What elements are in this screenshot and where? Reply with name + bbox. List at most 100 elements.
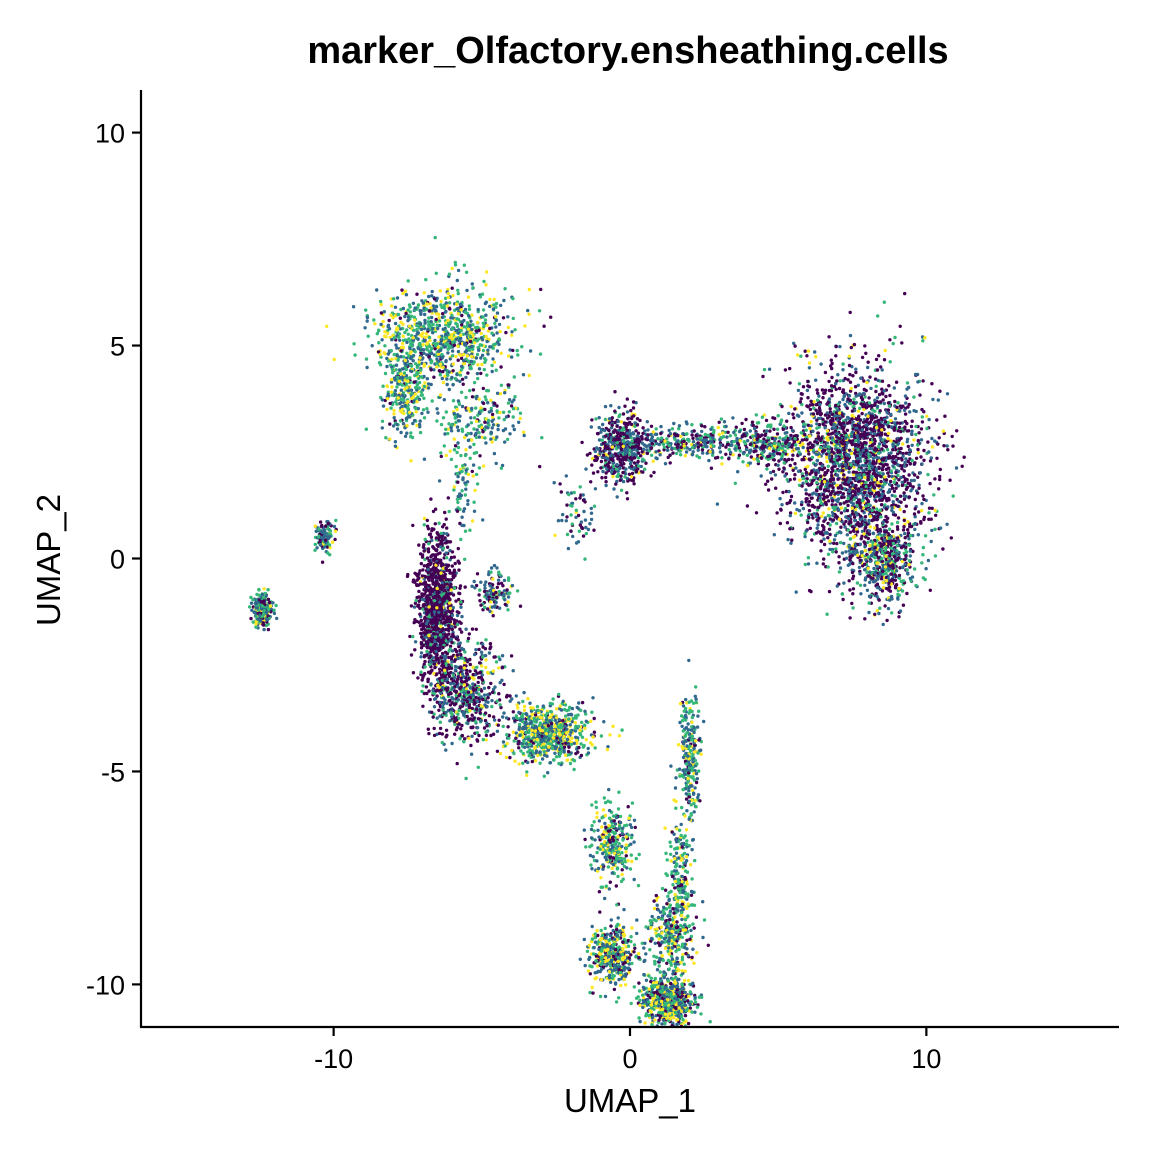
- cell-point: [888, 360, 892, 364]
- cell-point: [868, 559, 873, 563]
- cell-point: [392, 336, 396, 340]
- cell-point: [659, 424, 663, 429]
- cell-point: [818, 402, 822, 407]
- cell-point: [459, 390, 464, 394]
- cell-point: [912, 462, 917, 466]
- cell-point: [470, 469, 474, 474]
- cell-point: [590, 418, 594, 422]
- cell-point: [740, 421, 744, 426]
- cell-point: [467, 304, 471, 308]
- cell-point: [910, 575, 915, 579]
- cell-point: [912, 478, 916, 483]
- cell-point: [485, 339, 489, 344]
- cell-point: [838, 344, 842, 349]
- cell-point: [830, 417, 835, 421]
- cell-point: [425, 348, 430, 352]
- cell-point: [822, 542, 827, 547]
- cell-point: [884, 554, 888, 558]
- cell-point: [836, 477, 840, 481]
- cell-point: [364, 308, 368, 312]
- cell-point: [589, 480, 593, 484]
- cell-point: [948, 478, 952, 482]
- cell-point: [771, 469, 776, 474]
- cell-point: [466, 502, 470, 506]
- cell-point: [499, 365, 503, 369]
- cell-point: [878, 548, 882, 552]
- cell-point: [609, 470, 614, 474]
- cell-point: [737, 446, 742, 450]
- cell-point: [887, 488, 892, 492]
- cell-point: [453, 260, 457, 265]
- cell-point: [895, 421, 899, 425]
- cell-point: [873, 420, 877, 424]
- cell-point: [840, 495, 844, 500]
- cell-point: [896, 484, 901, 488]
- cell-point: [654, 427, 658, 431]
- cell-point: [808, 526, 812, 530]
- cell-point: [897, 615, 901, 619]
- cell-point: [427, 335, 432, 340]
- cell-point: [869, 386, 873, 391]
- cell-point: [826, 499, 831, 503]
- cell-point: [881, 398, 885, 402]
- cell-point: [415, 399, 419, 404]
- cell-point: [858, 406, 862, 410]
- cell-point: [892, 575, 896, 579]
- cell-point: [923, 336, 927, 340]
- cell-point: [860, 534, 864, 538]
- cell-point: [863, 344, 867, 348]
- cell-point: [852, 529, 856, 533]
- cell-point: [875, 517, 879, 522]
- cell-point: [827, 397, 832, 401]
- cell-point: [844, 550, 848, 554]
- cell-point: [451, 293, 455, 298]
- cell-point: [874, 415, 879, 419]
- cell-point: [832, 538, 837, 542]
- cell-point: [814, 462, 818, 467]
- cell-point: [900, 458, 904, 462]
- cell-point: [471, 463, 476, 467]
- cell-point: [471, 286, 475, 290]
- cell-point: [937, 436, 941, 440]
- cell-point: [793, 501, 797, 505]
- cell-point: [828, 539, 832, 543]
- cell-point: [403, 314, 407, 319]
- cell-point: [904, 550, 909, 554]
- cell-point: [847, 394, 852, 398]
- cell-point: [463, 481, 467, 485]
- cell-point: [907, 385, 911, 390]
- cell-point: [875, 582, 880, 586]
- cell-point: [495, 409, 499, 413]
- cell-point: [896, 401, 900, 405]
- cell-point: [399, 388, 403, 392]
- cell-point: [847, 363, 852, 368]
- cell-point: [893, 399, 897, 404]
- cell-point: [858, 514, 863, 518]
- cell-point: [638, 418, 642, 423]
- cell-point: [912, 438, 916, 442]
- cell-point: [788, 366, 792, 371]
- cell-point: [836, 458, 840, 462]
- cell-point: [848, 389, 853, 393]
- cell-point: [480, 409, 484, 413]
- cell-point: [483, 407, 487, 412]
- cell-point: [401, 422, 406, 426]
- cell-point: [393, 321, 398, 326]
- cell-point: [401, 334, 405, 338]
- cell-point: [861, 391, 866, 396]
- cell-point: [821, 396, 825, 400]
- cell-point: [834, 387, 838, 391]
- cell-point: [884, 507, 889, 511]
- cell-point: [364, 357, 369, 361]
- cell-point: [419, 327, 424, 331]
- cell-point: [456, 306, 460, 311]
- cell-point: [601, 422, 605, 427]
- cell-point: [394, 343, 398, 347]
- cell-point: [836, 499, 840, 504]
- cell-point: [896, 540, 901, 544]
- cell-point: [463, 529, 468, 533]
- cell-point: [612, 430, 616, 434]
- cell-point: [508, 432, 512, 436]
- cell-point: [836, 490, 840, 494]
- cell-point: [388, 401, 392, 406]
